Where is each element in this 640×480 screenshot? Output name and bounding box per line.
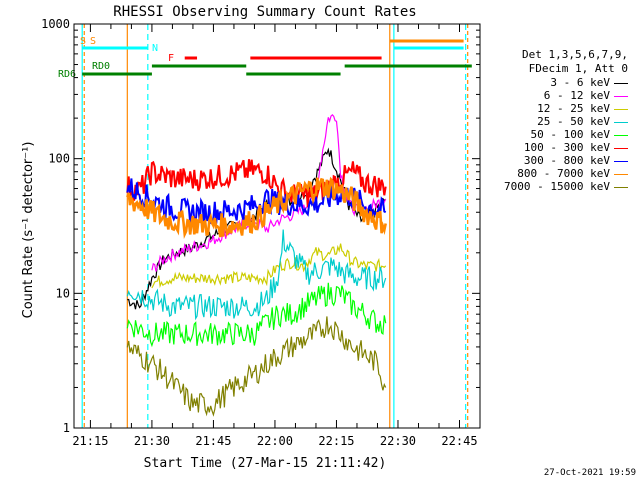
x-tick-label: 21:45 (195, 434, 231, 448)
flag-label-f: F (168, 53, 174, 64)
flag-label-rd0: RD0 (92, 61, 110, 72)
y-tick-label: 1000 (41, 17, 70, 31)
series-line-6-12-keV (151, 113, 387, 272)
legend-entry-label: 50 - 100 keV (530, 128, 610, 141)
legend-header: Det 1,3,5,6,7,9, (522, 48, 628, 61)
x-tick-label: 22:00 (257, 434, 293, 448)
flag-label-s: S (80, 36, 86, 47)
legend-entry: 6 - 12 keV (544, 89, 628, 102)
chart-title: RHESSI Observing Summary Count Rates (113, 4, 416, 20)
legend-entry: 50 - 100 keV (531, 128, 628, 141)
legend-entry: 12 - 25 keV (537, 102, 628, 115)
y-tick-label: 10 (56, 286, 70, 300)
legend-swatch (614, 160, 628, 162)
legend-entry: 800 - 7000 keV (517, 167, 628, 180)
legend-entry-label: 12 - 25 keV (537, 102, 610, 115)
legend-swatch (614, 134, 628, 136)
legend-swatch (614, 173, 628, 175)
series-line-50-100-keV (126, 282, 387, 348)
y-axis-label: Count Rate (s⁻¹ detector⁻¹) (21, 142, 36, 319)
legend-entry: 100 - 300 keV (524, 141, 628, 154)
legend-swatch (614, 186, 628, 188)
legend-swatch (614, 108, 628, 110)
legend-entry: 7000 - 15000 keV (504, 180, 628, 193)
x-tick-label: 21:30 (134, 434, 170, 448)
footer-date: 27-Oct-2021 19:59 (544, 468, 636, 478)
legend-entry-label: 100 - 300 keV (523, 141, 610, 154)
series-line-7000-15000-keV (126, 316, 387, 417)
y-tick-label: 1 (63, 421, 70, 435)
legend-entry-label: 300 - 800 keV (523, 154, 610, 167)
flag-label-s: S (90, 36, 96, 47)
x-tick-label: 21:15 (72, 434, 108, 448)
legend-entry-label: 25 - 50 keV (537, 115, 610, 128)
x-tick-label: 22:45 (441, 434, 477, 448)
flag-label-n: N (152, 43, 158, 54)
series-line-12-25-keV (151, 243, 387, 289)
x-axis-label: Start Time (27-Mar-15 21:11:42) (144, 456, 387, 471)
legend-entry-label: 3 - 6 keV (550, 76, 610, 89)
legend-entry: 300 - 800 keV (524, 154, 628, 167)
legend-entry: 3 - 6 keV (550, 76, 628, 89)
x-tick-label: 22:30 (380, 434, 416, 448)
legend-entry-label: 6 - 12 keV (543, 89, 610, 102)
series-line-800-7000-keV (126, 176, 387, 240)
plot-frame (73, 23, 481, 429)
legend-entry: 25 - 50 keV (537, 115, 628, 128)
status-flags: S S NF RD0 RD6 (58, 36, 472, 80)
axes: 1 10 100 1000 21:15 21:30 21:45 22:00 22:15 22:30… (41, 17, 481, 448)
legend-swatch (614, 95, 628, 97)
legend-entry-label: 800 - 7000 keV (517, 167, 610, 180)
legend-swatch (614, 147, 628, 149)
legend-swatch (614, 82, 628, 84)
time-interval-markers (81, 24, 469, 428)
legend-entry-label: 7000 - 15000 keV (504, 180, 610, 193)
series-line-25-50-keV (126, 229, 387, 321)
flag-label-rd6: RD6 (58, 69, 76, 80)
legend-swatch (614, 121, 628, 123)
x-tick-label: 22:15 (318, 434, 354, 448)
data-series (126, 113, 387, 417)
y-tick-label: 100 (48, 152, 70, 166)
legend-header: FDecim 1, Att 0 (528, 62, 628, 75)
